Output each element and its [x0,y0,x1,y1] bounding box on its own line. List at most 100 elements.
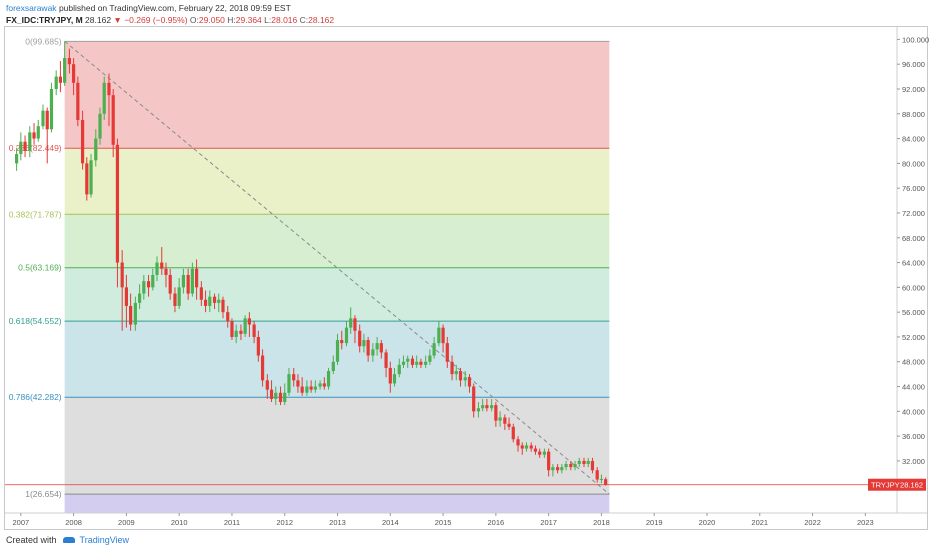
publish-line: forexsarawak published on TradingView.co… [6,2,926,14]
candle-body [230,321,234,337]
time-tick-label: 2011 [224,518,240,527]
candle-body [490,405,494,409]
candle-body [507,423,511,427]
candle-body [419,361,423,365]
candle-body [28,132,32,151]
cloud-logo-icon [62,536,77,544]
candle-body [415,361,419,365]
candle-body [590,460,595,471]
time-tick-label: 2008 [65,518,82,527]
candle-body [239,330,243,334]
candle-body [85,163,89,195]
candle-body [494,405,498,421]
fib-trend-line [64,40,610,495]
chart-frame[interactable] [4,26,928,530]
price-tick-label: 44.000 [902,383,925,392]
candle-body [72,64,76,83]
candle-body [111,95,115,145]
price-tick-label: 52.000 [902,333,925,342]
candle-body [516,439,520,446]
author-link[interactable]: forexsarawak [6,3,57,13]
candle-body [300,386,304,393]
candle-body [560,467,564,471]
candle-body [194,268,199,288]
candle-body [313,386,317,390]
candle-body [384,352,388,368]
open-value: 29.050 [198,15,225,25]
candle-body [538,451,542,455]
price-tick-label: 84.000 [902,135,925,144]
time-tick-label: 2022 [804,518,821,527]
candle-body [326,371,331,387]
candle-body [120,262,124,288]
candle-body [98,113,102,139]
candle-body [256,336,260,356]
candle-body [292,374,296,381]
candle-body [212,296,217,303]
candle-body [41,110,45,127]
candle-body [366,340,370,356]
candle-body [542,451,547,455]
candle-body [107,82,111,96]
candle-body [529,445,533,449]
candle-body [146,281,151,288]
time-tick-label: 2015 [435,518,452,527]
low-label: L: [264,15,272,25]
candle-body [586,460,590,465]
candle-body [533,448,538,452]
candle-body [450,361,454,375]
candle-body [498,417,502,421]
candle-body [265,380,269,390]
price-tick-label: 48.000 [902,358,925,367]
candle-body [564,464,568,468]
candle-body [199,287,203,300]
candle-body [335,340,340,362]
candle-body [137,293,142,303]
fib-level-label: 0(99.685) [25,36,62,46]
brand-label: TradingView [79,535,130,545]
fib-zone-0 [64,41,610,149]
candle-body [551,467,555,471]
candle-body [160,262,164,269]
candle-body [243,318,247,334]
symbol-line: FX_IDC:TRYJPY, M 28.162 ▼ −0.269 (−0.95%… [6,14,926,26]
candle-body [481,405,485,409]
candle-body [287,374,291,393]
price-tick-label: 72.000 [902,209,925,218]
candle-body [392,374,397,384]
time-tick-label: 2019 [646,518,663,527]
price-change: −0.269 (−0.95%) [124,15,188,25]
candle-body [19,141,23,155]
candle-body [155,262,159,275]
time-tick-label: 2016 [488,518,505,527]
fib-level-label: 0.618(54.552) [9,316,62,326]
candle-body [49,88,54,130]
candle-body [203,299,208,306]
candle-body [318,383,322,387]
candle-body [582,460,586,465]
footer: Created with TradingView [6,532,129,548]
created-with-label: Created with [6,535,57,545]
candle-body [467,377,472,387]
candle-body [151,274,155,288]
candle-body [54,76,58,89]
candle-body [406,358,410,362]
time-tick-label: 2021 [751,518,768,527]
price-tick-label: 64.000 [902,259,925,268]
price-tick-label: 92.000 [902,85,925,94]
candle-body [344,327,349,344]
candle-body [221,299,225,313]
time-tick-label: 2007 [12,518,29,527]
candle-body [441,327,445,344]
price-tick-label: 96.000 [902,60,925,69]
price-tick-label: 36.000 [902,432,925,441]
tradingview-brand[interactable]: TradingView [62,535,130,545]
candle-body [353,318,357,331]
candle-body [556,467,560,471]
candle-body [445,343,449,362]
candle-body [569,464,573,468]
candle-body [524,445,529,449]
candle-body [234,330,238,337]
time-tick-label: 2012 [276,518,293,527]
